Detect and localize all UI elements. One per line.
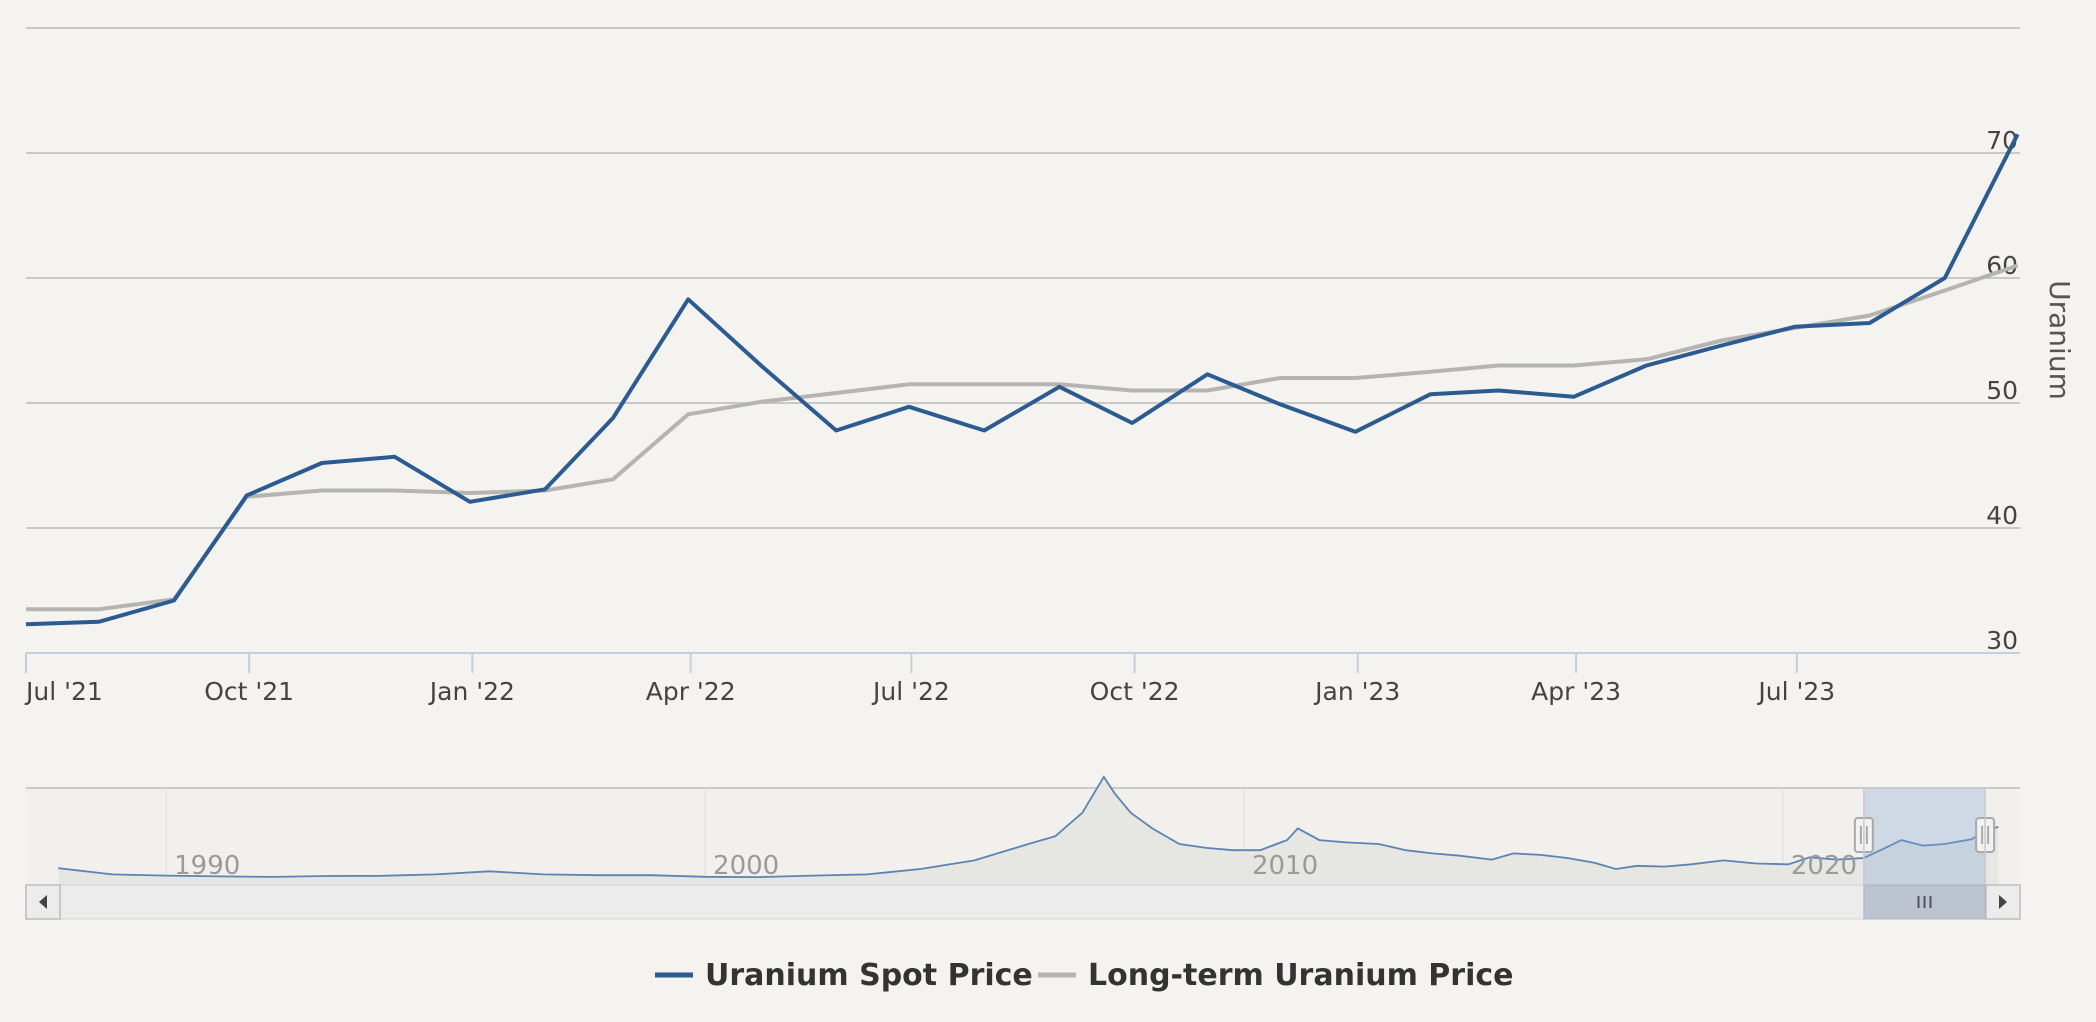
scrollbar-right-arrow[interactable] (1985, 884, 2021, 920)
navigator[interactable]: 1990 2000 2010 2020 (25, 775, 2021, 920)
series-line-spot-price[interactable] (25, 133, 2020, 627)
x-tick-label-1: Oct '21 (204, 677, 294, 706)
navigator-area (58, 776, 1999, 885)
x-tick-label-6: Jan '23 (1313, 677, 1400, 706)
navigator-year-labels: 1990 2000 2010 2020 (174, 851, 1857, 881)
legend-label-0: Uranium Spot Price (705, 958, 1033, 993)
x-axis-ticks: Jul '21 Oct '21 Jan '22 Apr '22 Jul '22 Oct '… (24, 653, 1835, 706)
scrollbar-track[interactable] (25, 884, 2021, 920)
series-lines[interactable] (25, 133, 2020, 627)
navigator-line (58, 775, 1999, 879)
arrow-right-icon (1999, 895, 2007, 909)
scrollbar-left-arrow[interactable] (25, 884, 61, 920)
legend-label-1: Long-term Uranium Price (1088, 958, 1514, 993)
y-axis-title: Uranium (2043, 280, 2076, 400)
x-tick-label-7: Apr '23 (1531, 677, 1621, 706)
navigator-label-2000: 2000 (713, 851, 779, 881)
x-tick-label-5: Oct '22 (1090, 677, 1180, 706)
x-tick-label-2: Jan '22 (428, 677, 515, 706)
y-tick-label-50: 50 (1986, 376, 2018, 405)
y-tick-label-40: 40 (1986, 501, 2018, 530)
y-tick-label-30: 30 (1986, 626, 2018, 655)
arrow-left-icon (39, 895, 47, 909)
x-tick-label-0: Jul '21 (24, 677, 103, 706)
series-line-long-term-price[interactable] (26, 263, 2019, 612)
x-tick-label-8: Jul '23 (1756, 677, 1835, 706)
navigator-label-2010: 2010 (1252, 851, 1318, 881)
x-tick-label-4: Jul '22 (871, 677, 950, 706)
scrollbar-thumb[interactable] (1863, 884, 1986, 920)
legend: Uranium Spot Price Long-term Uranium Pric… (655, 958, 1514, 993)
x-tick-label-3: Apr '22 (646, 677, 736, 706)
navigator-label-2020: 2020 (1791, 851, 1857, 881)
navigator-label-1990: 1990 (174, 851, 240, 881)
